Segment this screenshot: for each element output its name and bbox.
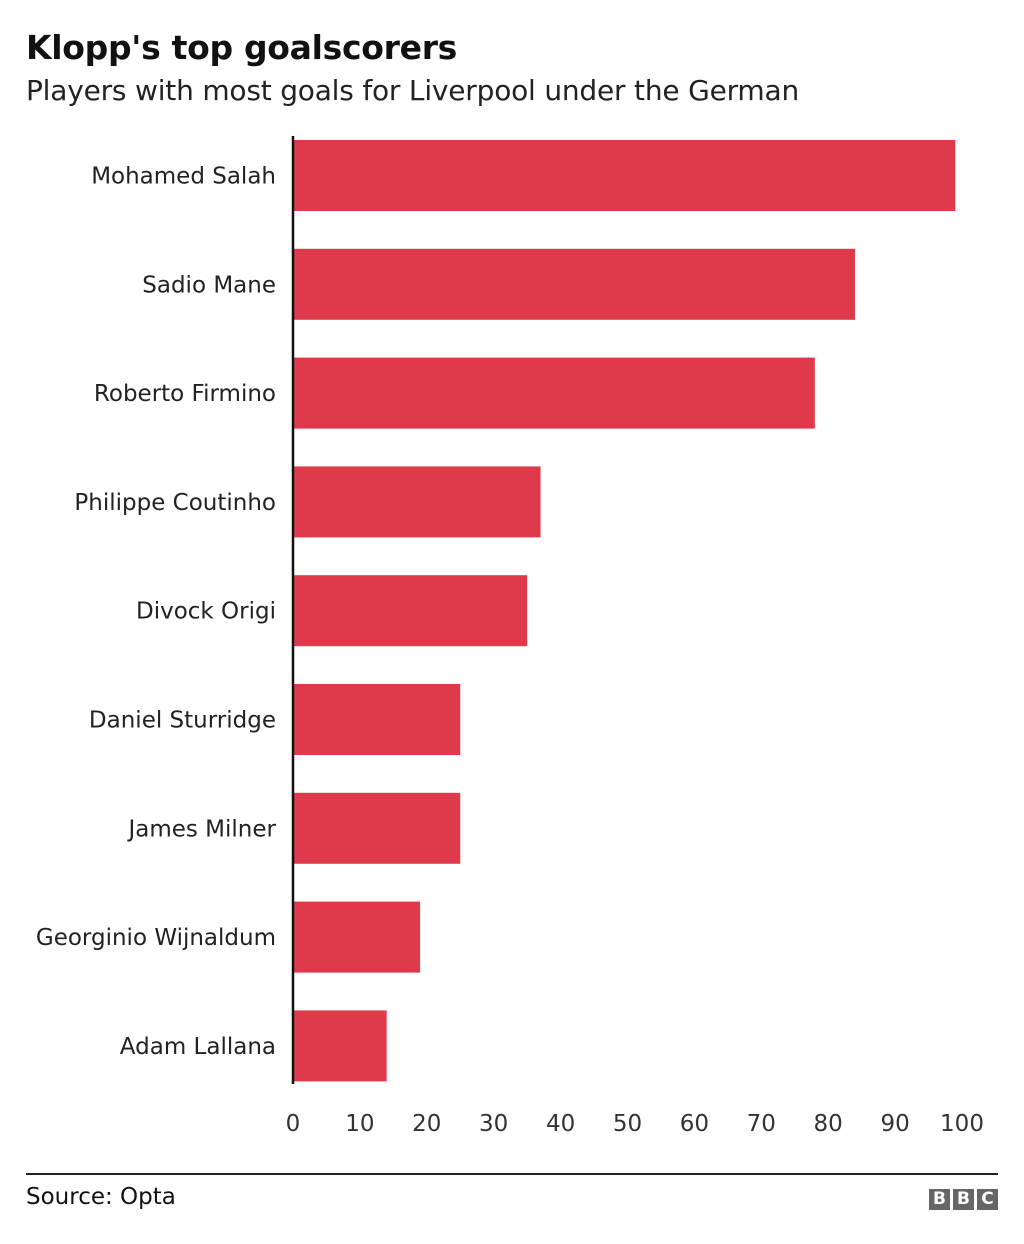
source-note: Source: Opta — [26, 1184, 176, 1210]
chart-subtitle: Players with most goals for Liverpool un… — [26, 74, 800, 107]
category-label: Roberto Firmino — [94, 381, 276, 407]
bar — [293, 901, 421, 973]
x-tick-label: 10 — [345, 1111, 374, 1137]
bar — [293, 1010, 387, 1082]
x-tick-label: 60 — [680, 1111, 709, 1137]
x-tick-label: 30 — [479, 1111, 508, 1137]
x-tick-label: 40 — [546, 1111, 575, 1137]
category-label: James Milner — [126, 816, 276, 842]
bar — [293, 575, 528, 647]
category-label: Philippe Coutinho — [74, 490, 276, 516]
category-label: Mohamed Salah — [91, 164, 276, 190]
x-tick-label: 100 — [940, 1111, 984, 1137]
footer-divider — [26, 1173, 998, 1175]
x-tick-label: 70 — [747, 1111, 776, 1137]
bar — [293, 140, 956, 211]
category-label: Divock Origi — [136, 599, 276, 625]
x-tick-label: 0 — [286, 1111, 301, 1137]
bar — [293, 684, 461, 755]
bar — [293, 792, 461, 864]
x-tick-label: 50 — [613, 1111, 642, 1137]
x-tick-label: 90 — [880, 1111, 909, 1137]
category-label: Sadio Mane — [142, 272, 276, 298]
bar — [293, 466, 541, 538]
chart-title: Klopp's top goalscorers — [26, 28, 458, 67]
bar — [293, 248, 855, 320]
bar — [293, 357, 815, 429]
x-tick-label: 80 — [814, 1111, 843, 1137]
category-label: Georginio Wijnaldum — [36, 925, 276, 951]
category-label: Adam Lallana — [120, 1034, 276, 1060]
category-label: Daniel Sturridge — [89, 708, 276, 734]
x-tick-label: 20 — [412, 1111, 441, 1137]
